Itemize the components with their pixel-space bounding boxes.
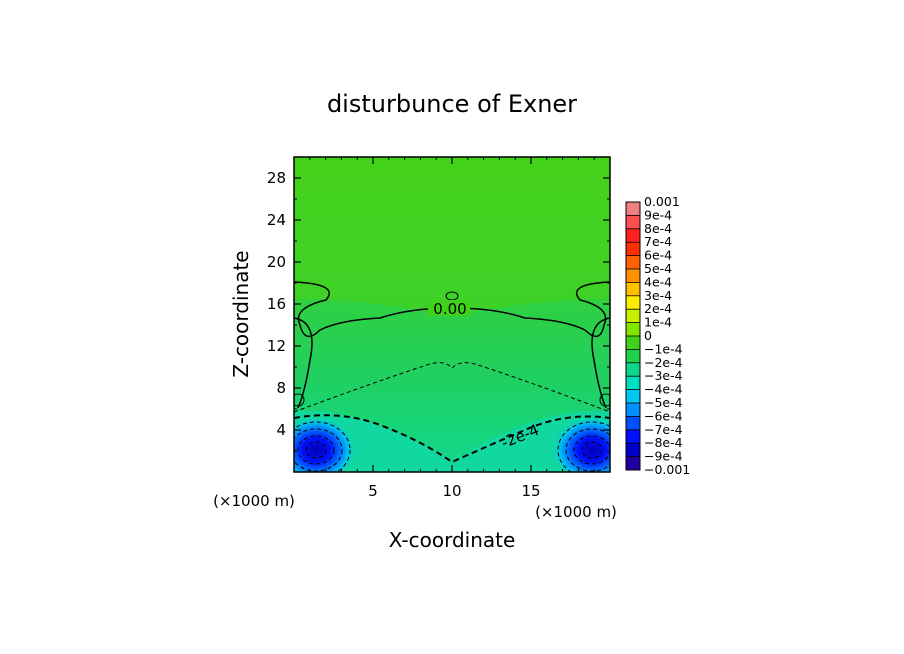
colorbar-swatch [626,309,640,323]
x-unit-label: (×1000 m) [535,503,617,521]
colorbar-label: 9e-4 [644,207,672,222]
colorbar-swatch [626,269,640,283]
colorbar-swatch [626,429,640,444]
field-band-upper [294,157,610,315]
z-unit-label: (×1000 m) [213,492,295,510]
colorbar-label: −9e-4 [644,449,683,464]
colorbar-swatch [626,376,640,390]
colorbar-label: 8e-4 [644,221,672,236]
contour-label-zero: 0.00 [433,300,466,318]
colorbar-label: −3e-4 [644,368,683,383]
x-axis-title: X-coordinate [389,528,516,552]
colorbar-label: 0.001 [644,194,680,209]
colorbar-swatch [626,336,640,350]
colorbar-label: −8e-4 [644,435,683,450]
x-tick-label: 10 [442,482,461,500]
y-tick-label: 20 [267,253,286,271]
colorbar-swatch [626,322,640,336]
colorbar-label: 2e-4 [644,301,672,316]
colorbar-label: −1e-4 [644,341,683,356]
colorbar-swatch [626,228,640,243]
colorbar-swatch [626,215,640,229]
y-tick-label: 4 [276,421,286,439]
low-center-right [552,416,610,472]
colorbar-swatch [626,282,640,296]
y-axis-ticks: 4 8 12 16 20 24 28 [267,169,610,452]
colorbar-swatch [626,389,640,403]
low-center-left [294,416,356,472]
contour-zero-left-lobe [294,317,313,409]
colorbar-swatch [626,362,640,377]
colorbar-label: −5e-4 [644,395,683,410]
chart-title: disturbunce of Exner [327,90,577,118]
colorbar-label: 5e-4 [644,261,672,276]
colorbar-label: −4e-4 [644,382,683,397]
colorbar-label: 4e-4 [644,274,672,289]
y-tick-label: 8 [276,379,286,397]
y-tick-label: 28 [267,169,286,187]
colorbar-label: −0.001 [644,462,690,477]
contour-zero-right-lobe [591,317,610,409]
colorbar-swatch [626,349,640,363]
colorbar-label: −6e-4 [644,408,683,423]
contour-minus2 [294,414,610,464]
colorbar-label: 7e-4 [644,234,672,249]
low-rings-left [294,421,351,472]
x-axis-ticks: 5 10 15 [309,157,595,500]
colorbar: 0.0019e-48e-47e-46e-45e-44e-43e-42e-41e-… [625,194,690,477]
contour-minus1 [294,362,610,413]
x-tick-label: 5 [368,482,378,500]
colorbar-label: −2e-4 [644,355,683,370]
y-axis-title: Z-coordinate [229,250,253,377]
plot-area: 0.00 -2e-4 [294,157,610,472]
colorbar-swatch [626,295,640,310]
colorbar-swatch [626,255,640,269]
colorbar-label: 0 [644,328,652,343]
y-tick-label: 24 [267,211,286,229]
colorbar-label: 1e-4 [644,315,672,330]
colorbar-swatch [626,416,640,430]
colorbar-swatch [626,202,640,216]
colorbar-label: 6e-4 [644,248,672,263]
colorbar-swatch [626,456,640,470]
colorbar-label: −7e-4 [644,422,683,437]
colorbar-label: 3e-4 [644,288,672,303]
low-rings-right [557,421,610,472]
y-tick-label: 12 [267,337,286,355]
x-tick-label: 15 [521,482,540,500]
colorbar-swatch [626,242,640,256]
colorbar-swatch [626,443,640,457]
y-tick-label: 16 [267,295,286,313]
colorbar-swatch [626,403,640,417]
